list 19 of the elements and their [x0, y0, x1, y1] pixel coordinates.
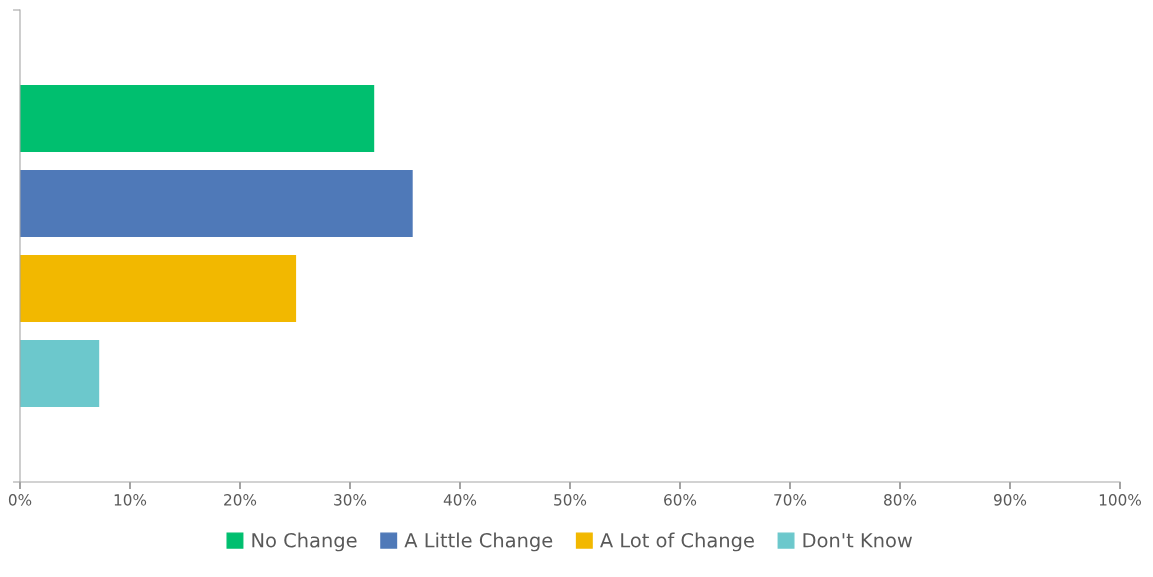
- x-tick-label: 10%: [114, 494, 147, 506]
- bar: [20, 339, 100, 407]
- legend-label: No Change: [252, 532, 357, 552]
- bar: [20, 169, 413, 238]
- bar: [20, 254, 297, 323]
- x-tick-label: 20%: [224, 494, 257, 506]
- legend-label: A Lot of Change: [600, 532, 754, 552]
- x-tick-label: 100%: [1099, 494, 1141, 506]
- x-tick-label: 0%: [8, 494, 32, 506]
- legend-label: Don't Know: [803, 533, 912, 548]
- x-tick-label: 70%: [774, 494, 807, 506]
- legend-label: A Little Change: [404, 532, 553, 552]
- x-tick-label: 40%: [443, 494, 477, 506]
- x-tick-label: 90%: [993, 494, 1027, 506]
- x-tick-label: 60%: [664, 494, 697, 506]
- bar: [20, 85, 375, 153]
- x-tick-label: 80%: [884, 494, 917, 506]
- x-tick-label: 30%: [334, 494, 367, 506]
- x-tick-label: 50%: [554, 494, 587, 506]
